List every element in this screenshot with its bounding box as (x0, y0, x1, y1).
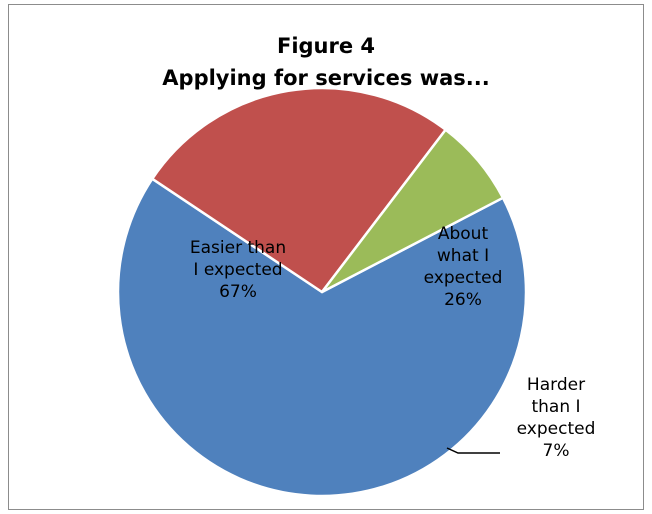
label-easier-line: I expected (193, 260, 282, 280)
label-harder-line: Harder (527, 375, 585, 395)
label-easier: Easier than I expected 67% (190, 238, 286, 302)
label-easier-line: 67% (219, 282, 257, 302)
label-about-line: About (438, 224, 489, 244)
label-easier-line: Easier than (190, 238, 286, 258)
label-harder-line: expected (517, 419, 596, 439)
slice-about (151, 86, 447, 294)
label-about-line: what I (437, 246, 489, 266)
label-harder-line: 7% (543, 441, 570, 461)
label-about-line: 26% (444, 290, 482, 310)
slice-easier (116, 177, 528, 498)
label-harder-line: than I (531, 397, 580, 417)
chart-title: Figure 4 Applying for services was... (162, 34, 490, 90)
leader-line-harder (446, 447, 500, 454)
slice-harder (320, 128, 505, 294)
label-about-line: expected (424, 268, 503, 288)
